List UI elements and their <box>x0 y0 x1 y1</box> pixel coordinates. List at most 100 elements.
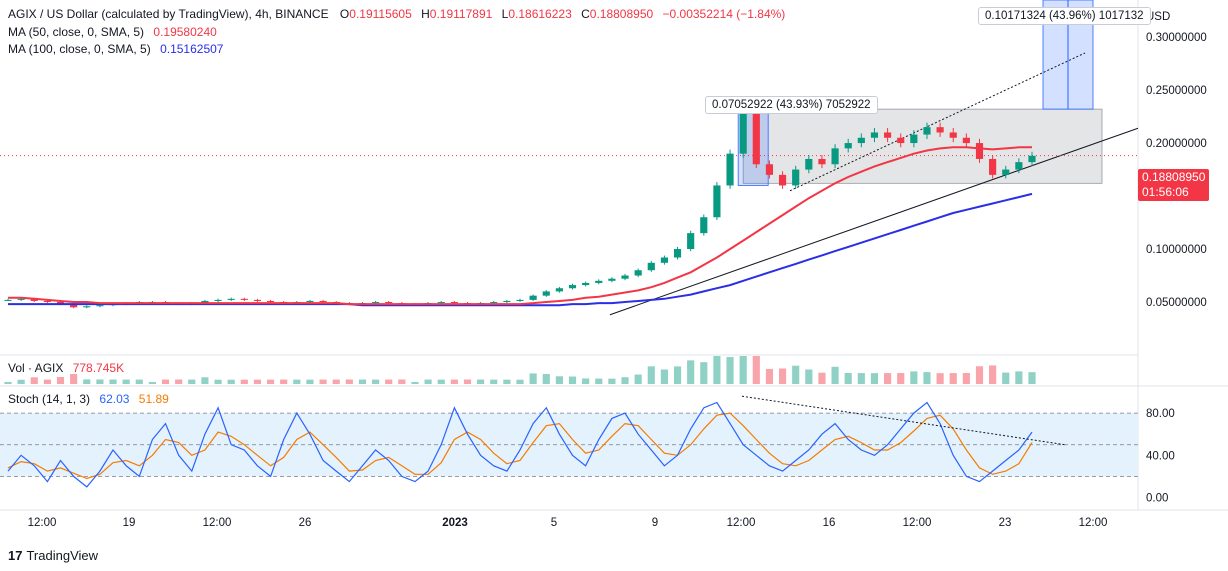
volume-bar <box>621 377 629 384</box>
volume-bar <box>372 379 380 384</box>
candle-body <box>595 280 603 283</box>
candle-body <box>1015 162 1023 170</box>
volume-bar <box>214 379 222 384</box>
volume-bar <box>975 366 984 384</box>
watermark-text: TradingView <box>26 548 99 563</box>
volume-bar <box>345 379 353 384</box>
close-label: C <box>581 7 590 21</box>
range-rectangle <box>742 108 1103 184</box>
volume-bar <box>437 379 445 384</box>
candle-body <box>726 153 734 186</box>
volume-bar <box>253 379 262 384</box>
volume-bar <box>700 362 708 384</box>
volume-bar <box>516 379 524 384</box>
ma50-legend[interactable]: MA (50, close, 0, SMA, 5) 0.19580240 <box>8 24 217 41</box>
candle-body <box>818 158 826 165</box>
volume-bar <box>897 373 905 384</box>
time-tick-label: 19 <box>123 517 136 529</box>
ohlc-legend: AGIX / US Dollar (calculated by TradingV… <box>8 6 785 23</box>
range-annotation-2[interactable]: 0.10171324 (43.96%) 1017132 <box>978 7 1151 25</box>
volume-bar <box>385 379 393 384</box>
volume-bar <box>463 379 472 384</box>
volume-legend[interactable]: Vol · AGIX 778.745K <box>8 360 124 377</box>
volume-bar <box>582 378 590 384</box>
volume-bar <box>647 366 655 384</box>
ma100-label: MA (100, close, 0, SMA, 5) <box>8 42 151 56</box>
volume-bar <box>739 356 747 384</box>
currency-label: USD <box>1146 11 1170 23</box>
candle-body <box>1002 169 1010 175</box>
volume-bar <box>555 376 563 384</box>
volume-bar <box>56 377 65 384</box>
volume-bar <box>1015 371 1023 384</box>
time-tick-label: 12:00 <box>1079 517 1108 529</box>
candle-body <box>70 304 78 308</box>
time-tick-label: 16 <box>823 517 836 529</box>
open-value: 0.19115605 <box>349 7 412 21</box>
candle-body <box>831 148 839 165</box>
volume-bar <box>358 379 367 384</box>
candle-body <box>568 285 577 289</box>
range-annotation-1[interactable]: 0.07052922 (43.93%) 7052922 <box>705 96 878 114</box>
candle-body <box>529 295 537 300</box>
volume-bar <box>870 373 879 384</box>
ma100-value: 0.15162507 <box>160 42 224 56</box>
tradingview-logo-icon: 17 <box>8 548 23 563</box>
volume-bar <box>161 379 170 384</box>
tradingview-watermark[interactable]: 17 TradingView <box>8 548 98 563</box>
volume-bar <box>240 379 248 384</box>
volume-bar <box>831 366 839 384</box>
candle-body <box>949 132 957 138</box>
stoch-legend[interactable]: Stoch (14, 1, 3) 62.03 51.89 <box>8 391 169 408</box>
volume-bar <box>70 374 78 384</box>
volume-bar <box>595 378 603 384</box>
volume-bar <box>989 365 997 384</box>
price-tick-label: 0.30000000 <box>1146 32 1207 44</box>
stoch-d-value: 51.89 <box>138 392 169 406</box>
candle-body <box>660 257 668 263</box>
candle-body <box>503 300 511 303</box>
stoch-k-value: 62.03 <box>99 392 130 406</box>
volume-bar <box>332 379 340 384</box>
volume-bar <box>424 379 432 384</box>
candle-body <box>621 275 629 279</box>
stoch-k-line <box>7 401 1033 488</box>
volume-bar <box>1028 372 1036 384</box>
stoch-tick-label: 0.00 <box>1146 492 1168 504</box>
ma50-label: MA (50, close, 0, SMA, 5) <box>8 25 145 39</box>
candle-body <box>4 299 12 301</box>
volume-bar <box>306 379 314 384</box>
volume-bar <box>477 379 485 384</box>
candle-body <box>372 302 380 304</box>
current-price-tag: 0.18808950 01:56:06 <box>1138 169 1210 201</box>
ma100-legend[interactable]: MA (100, close, 0, SMA, 5) 0.15162507 <box>8 41 223 58</box>
candle-body <box>385 302 393 304</box>
candle-body <box>542 291 550 296</box>
ma50-value: 0.19580240 <box>153 25 217 39</box>
ma100-line <box>8 192 1033 307</box>
candle-body <box>30 298 38 301</box>
candle-body <box>56 302 65 305</box>
volume-bar <box>568 376 577 384</box>
candle-body <box>608 278 616 281</box>
time-tick-label: 12:00 <box>28 517 57 529</box>
candle-body <box>870 132 879 138</box>
time-tick-label: 12:00 <box>903 517 932 529</box>
volume-bar <box>608 378 616 384</box>
candle-body <box>936 127 944 133</box>
stoch-label: Stoch (14, 1, 3) <box>8 392 91 406</box>
volume-bar <box>17 379 25 384</box>
stoch-trendline <box>741 395 1066 446</box>
candle-body <box>306 300 314 303</box>
time-tick-label: 12:00 <box>727 517 756 529</box>
price-tick-label: 0.20000000 <box>1146 138 1207 150</box>
candle-body <box>805 158 813 170</box>
candle-body <box>778 174 787 186</box>
volume-bar <box>122 379 130 384</box>
candle-body <box>227 298 235 300</box>
price-countdown: 01:56:06 <box>1142 185 1189 199</box>
volume-bar <box>726 357 734 384</box>
price-tick-label: 0.10000000 <box>1146 244 1207 256</box>
candle-body <box>437 302 445 304</box>
volume-bar <box>884 373 892 384</box>
